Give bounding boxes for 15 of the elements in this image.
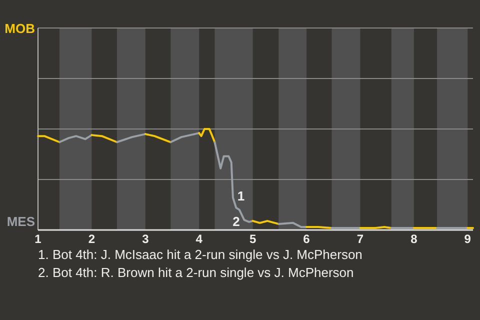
x-tick-label: 5	[249, 232, 256, 246]
text: 2. Bot 4th: R. Brown hit a 2-run single vs J. McPherson	[38, 265, 354, 280]
x-tick-label: 7	[356, 232, 364, 246]
x-tick-label: 8	[410, 232, 418, 246]
text: MES	[6, 214, 36, 229]
text: MOB	[4, 21, 35, 36]
x-tick-label: 2	[88, 232, 96, 246]
x-tick-label: 4	[196, 232, 203, 246]
text: 1. Bot 4th: J. McIsaac hit a 2-run single vs J. McPherson	[38, 247, 362, 262]
x-tick-label: 9	[464, 232, 472, 246]
annotation: 1	[237, 188, 245, 204]
annotation: 2	[232, 214, 240, 229]
x-tick-label: 1	[34, 232, 42, 246]
x-tick-label: 3	[142, 232, 150, 246]
x-tick-label: 6	[303, 232, 310, 246]
